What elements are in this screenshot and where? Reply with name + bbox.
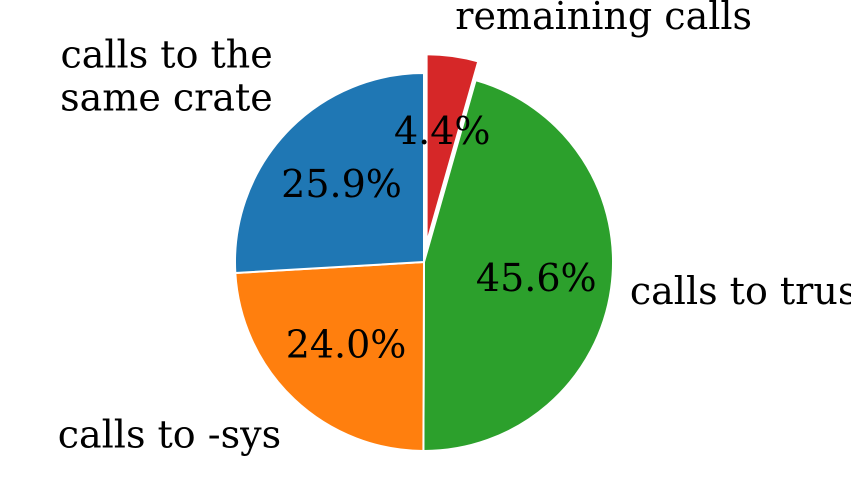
slice-calls-to-sys [234,261,425,452]
category-label-remaining-calls: remaining calls [455,0,752,38]
category-label-line: same crate [60,76,273,120]
slice-remaining-calls [425,53,480,245]
percentage-labels: 4.4% 45.6% 24.0% 25.9% [281,109,596,366]
category-label-calls-to-the-same-crate: calls to the same crate [60,33,273,120]
category-label-line: calls to -sys [58,412,281,456]
pct-label-remaining-calls: 4.4% [394,109,491,153]
pct-label-calls-to-the-same-crate: 25.9% [281,162,402,206]
slice-calls-to-the-same-crate [234,72,425,274]
category-label-line: remaining calls [455,0,752,38]
pie-slices [234,53,614,452]
pct-label-calls-to-sys: 24.0% [286,322,407,366]
category-label-line: calls to trusted [630,269,851,313]
category-labels: remaining calls calls to trusted calls to … [58,0,851,456]
category-label-calls-to-sys: calls to -sys [58,412,281,456]
category-label-line: calls to the [60,33,272,77]
slice-calls-to-trusted [422,79,614,452]
pct-label-calls-to-trusted: 45.6% [476,256,597,300]
category-label-calls-to-trusted: calls to trusted [630,269,851,313]
